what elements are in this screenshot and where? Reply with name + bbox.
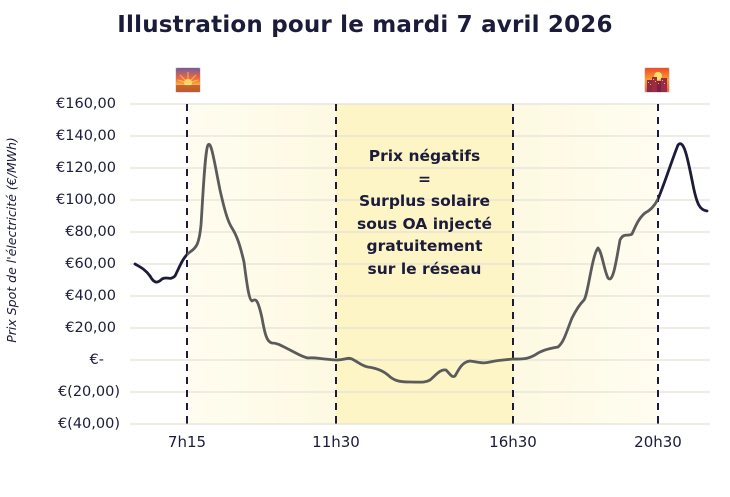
x-tick: 11h30 [312,433,360,451]
price-curve-inside [187,142,658,384]
annotation-line: sous OA injecté [357,214,492,233]
y-tick: €140,00 [56,128,116,144]
x-tick: 20h30 [634,433,682,451]
dashed-time-markers [186,104,659,424]
sunrise-icon [175,67,201,93]
x-tick: 7h15 [167,433,207,451]
annotation-line: gratuitement [366,237,483,255]
y-tick: €20,00 [65,320,116,336]
y-axis-label: Prix Spot de l'électricité (€/MWh) [4,137,19,343]
y-tick: €80,00 [65,224,116,240]
y-tick: €(20,00) [57,384,120,400]
y-tick: €40,00 [65,288,116,304]
y-tick: €160,00 [56,96,116,112]
gridlines [130,103,710,425]
negative-price-annotation: Prix négatifs = Surplus solaire sous OA … [336,145,513,280]
y-tick: €100,00 [56,192,116,208]
y-tick: €(40,00) [57,416,120,432]
city-sunset-icon [644,67,670,93]
x-tick: 16h30 [489,433,537,451]
y-tick: €120,00 [56,160,116,176]
annotation-line: sur le réseau [367,259,482,278]
y-tick: €- [89,352,104,368]
y-tick: €60,00 [65,256,116,272]
chart-title: Illustration pour le mardi 7 avril 2026 [117,12,613,38]
annotation-line: Prix négatifs [368,147,481,165]
annotation-line: = [418,169,431,188]
annotation-line: Surplus solaire [358,192,491,210]
